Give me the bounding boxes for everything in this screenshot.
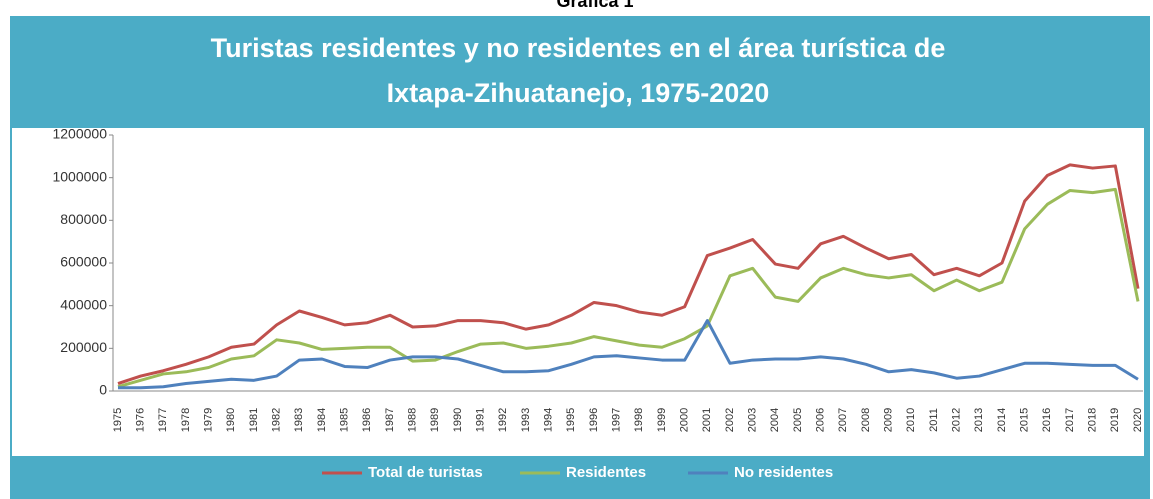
x-tick-label: 2001	[701, 408, 713, 432]
x-tick-label: 1995	[565, 408, 577, 432]
x-tick-label: 1982	[271, 408, 283, 432]
x-tick-label: 1991	[475, 408, 487, 432]
legend-label: Total de turistas	[368, 464, 483, 481]
x-tick-label: 1994	[543, 408, 555, 432]
x-tick-label: 1992	[497, 408, 509, 432]
x-tick-label: 1986	[361, 408, 373, 432]
x-tick-label: 2012	[951, 408, 963, 432]
y-tick-label: 1200000	[52, 126, 107, 142]
x-tick-label: 2000	[679, 408, 691, 432]
x-tick-label: 1984	[316, 408, 328, 432]
y-tick-label: 400000	[60, 296, 107, 312]
x-tick-label: 2013	[973, 408, 985, 432]
header: Gráfica 1	[556, 0, 633, 11]
x-tick-label: 2014	[996, 408, 1008, 432]
series-line	[117, 187, 1140, 389]
x-tick-label: 1987	[384, 408, 396, 432]
x-tick-label: 2005	[792, 408, 804, 432]
y-tick-label: 600000	[60, 254, 107, 270]
x-tick-label: 1999	[656, 408, 668, 432]
x-tick-label: 2020	[1132, 408, 1144, 432]
x-tick-label: 1993	[520, 408, 532, 432]
x-tick-label: 1989	[429, 408, 441, 432]
x-tick-label: 2019	[1109, 408, 1121, 432]
legend-label: No residentes	[734, 464, 833, 481]
y-tick-label: 800000	[60, 211, 107, 227]
chart-subtitle: Ixtapa-Zihuatanejo, 1975-2020	[387, 78, 770, 108]
x-tick-label: 1996	[588, 408, 600, 432]
x-tick-label: 2007	[837, 408, 849, 432]
y-tick-label: 1000000	[52, 168, 107, 184]
x-tick-label: 1977	[157, 408, 169, 432]
x-tick-label: 2002	[724, 408, 736, 432]
x-tick-label: 1988	[407, 408, 419, 432]
x-tick-label: 2011	[928, 408, 940, 432]
x-tick-label: 2010	[905, 408, 917, 432]
x-tick-label: 2004	[769, 408, 781, 432]
chart-title: Turistas residentes y no residentes en e…	[211, 33, 946, 63]
x-tick-label: 2006	[815, 408, 827, 432]
x-tick-label: 1976	[135, 408, 147, 432]
x-tick-label: 1978	[180, 408, 192, 432]
x-tick-label: 2016	[1041, 408, 1053, 432]
x-tick-label: 2009	[883, 408, 895, 432]
plot-background	[12, 128, 1144, 456]
x-tick-label: 1979	[203, 408, 215, 432]
x-tick-label: 2017	[1064, 408, 1076, 432]
x-tick-label: 1980	[225, 408, 237, 432]
x-tick-label: 1990	[452, 408, 464, 432]
x-tick-label: 2003	[747, 408, 759, 432]
x-tick-label: 1975	[112, 408, 124, 432]
x-tick-label: 2015	[1019, 408, 1031, 432]
x-tick-label: 1985	[339, 408, 351, 432]
x-tick-label: 1981	[248, 408, 260, 432]
y-tick-label: 0	[99, 382, 107, 398]
x-tick-label: 1998	[633, 408, 645, 432]
x-tick-label: 2018	[1087, 408, 1099, 432]
x-tick-label: 1997	[611, 408, 623, 432]
x-tick-label: 1983	[293, 408, 305, 432]
x-tick-label: 2008	[860, 408, 872, 432]
series-line	[117, 163, 1140, 385]
y-tick-label: 200000	[60, 339, 107, 355]
series-line	[118, 319, 1139, 390]
legend-label: Residentes	[566, 464, 646, 481]
